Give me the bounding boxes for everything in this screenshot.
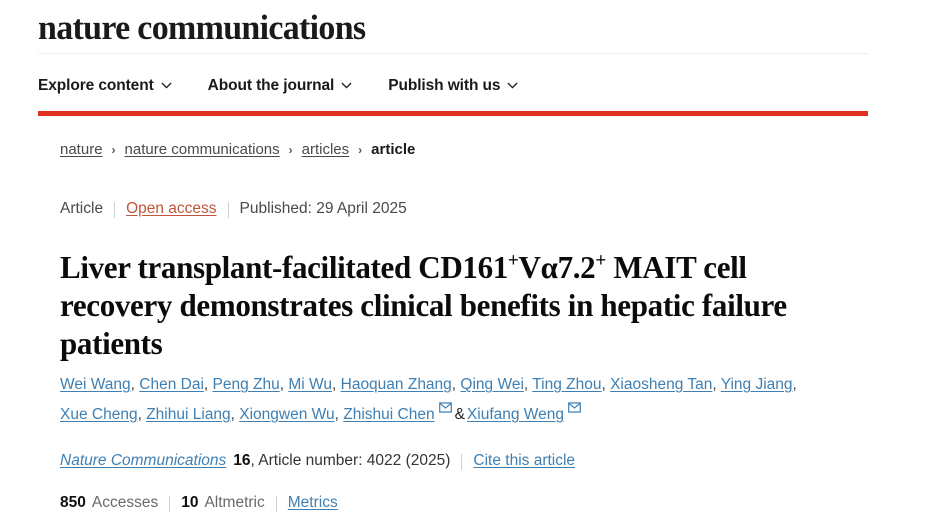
author-separator: , [601, 376, 611, 393]
meta-divider [275, 496, 277, 512]
nav-item-publish-with-us[interactable]: Publish with us [388, 77, 518, 95]
nav-item-label: About the journal [207, 77, 335, 94]
nav-item-about-the-journal[interactable]: About the journal [208, 77, 353, 95]
meta-divider [461, 454, 463, 470]
corresponding-author-link[interactable]: Xiufang Weng [466, 406, 565, 423]
nav-item-explore-content[interactable]: Explore content [38, 77, 172, 95]
altmetric-count: 10 [181, 494, 199, 511]
journal-logo[interactable]: nature communications [38, 8, 366, 47]
meta-divider [169, 496, 171, 512]
author-link[interactable]: Xiongwen Wu [239, 406, 335, 423]
journal-name-link[interactable]: Nature Communications [60, 452, 227, 469]
title-superscript: + [507, 250, 519, 272]
masthead-divider [38, 53, 868, 54]
author-link[interactable]: Mi Wu [288, 376, 332, 393]
title-segment: recovery demonstrates clinical benefits … [60, 288, 695, 324]
open-access-link[interactable]: Open access [126, 200, 217, 217]
title-segment: Vα7.2 [518, 250, 596, 286]
author-link[interactable]: Wei Wang [60, 376, 131, 393]
author-separator: , [523, 376, 533, 393]
accesses-label: Accesses [91, 494, 159, 511]
title-segment: failure patients [60, 288, 787, 362]
author-link[interactable]: Xue Cheng [60, 406, 138, 423]
author-separator: , [712, 376, 721, 393]
author-list: Wei Wang, Chen Dai, Peng Zhu, Mi Wu, Hao… [60, 370, 870, 430]
masthead: nature communications [38, 0, 868, 55]
meta-divider [114, 202, 116, 218]
author-separator: , [137, 406, 147, 423]
metrics-bar: 850 Accesses 10 Altmetric Metrics [60, 494, 338, 512]
author-separator: , [230, 406, 240, 423]
accesses-count: 850 [60, 494, 86, 511]
author-separator: , [130, 376, 140, 393]
corresponding-author-link[interactable]: Zhishui Chen [343, 406, 435, 423]
author-ampersand: & [454, 406, 465, 423]
title-superscript: + [595, 250, 606, 272]
breadcrumb-separator-icon: › [288, 142, 293, 157]
breadcrumb-separator-icon: › [111, 142, 116, 157]
author-link[interactable]: Chen Dai [139, 376, 204, 393]
author-link[interactable]: Haoquan Zhang [340, 376, 452, 393]
meta-divider [227, 202, 229, 218]
altmetric-label: Altmetric [204, 494, 265, 511]
published-date: Published: 29 April 2025 [239, 200, 407, 217]
author-link[interactable]: Zhihui Liang [146, 406, 231, 423]
article-number: , Article number: 4022 (2025) [250, 452, 451, 469]
title-segment: MAIT cell [605, 250, 747, 286]
author-separator: , [792, 376, 797, 393]
author-link[interactable]: Ting Zhou [532, 376, 602, 393]
author-link[interactable]: Ying Jiang [720, 376, 793, 393]
breadcrumb-item-articles[interactable]: articles [301, 141, 350, 158]
breadcrumb: nature › nature communications › article… [60, 141, 415, 158]
envelope-icon[interactable] [568, 401, 581, 414]
breadcrumb-item-article: article [371, 141, 416, 158]
breadcrumb-item-nature[interactable]: nature [60, 141, 103, 158]
author-separator: , [334, 406, 344, 423]
author-link[interactable]: Peng Zhu [212, 376, 280, 393]
breadcrumb-item-nature-communications[interactable]: nature communications [124, 141, 280, 158]
citation-line: Nature Communications 16 , Article numbe… [60, 452, 575, 470]
brand-accent-rule [38, 111, 868, 116]
chevron-down-icon [161, 80, 172, 91]
article-meta-bar: Article Open access Published: 29 April … [60, 200, 407, 218]
author-separator: , [279, 376, 289, 393]
chevron-down-icon [507, 80, 518, 91]
author-separator: , [451, 376, 461, 393]
envelope-icon[interactable] [438, 401, 452, 414]
cite-this-article-link[interactable]: Cite this article [473, 452, 576, 469]
nav-item-label: Explore content [38, 77, 154, 94]
nav-item-label: Publish with us [388, 77, 501, 94]
author-separator: , [332, 376, 341, 393]
title-segment: Liver transplant-facilitated CD161 [60, 250, 508, 286]
page-title: Liver transplant-facilitated CD161+Vα7.2… [60, 249, 848, 363]
volume-number: 16 [233, 452, 251, 469]
author-separator: , [203, 376, 213, 393]
main-navigation: Explore content About the journal Publis… [38, 62, 868, 110]
chevron-down-icon [341, 80, 352, 91]
metrics-link[interactable]: Metrics [287, 494, 338, 511]
author-link[interactable]: Qing Wei [460, 376, 524, 393]
article-type-label: Article [60, 200, 104, 217]
breadcrumb-separator-icon: › [358, 142, 363, 157]
author-link[interactable]: Xiaosheng Tan [610, 376, 713, 393]
